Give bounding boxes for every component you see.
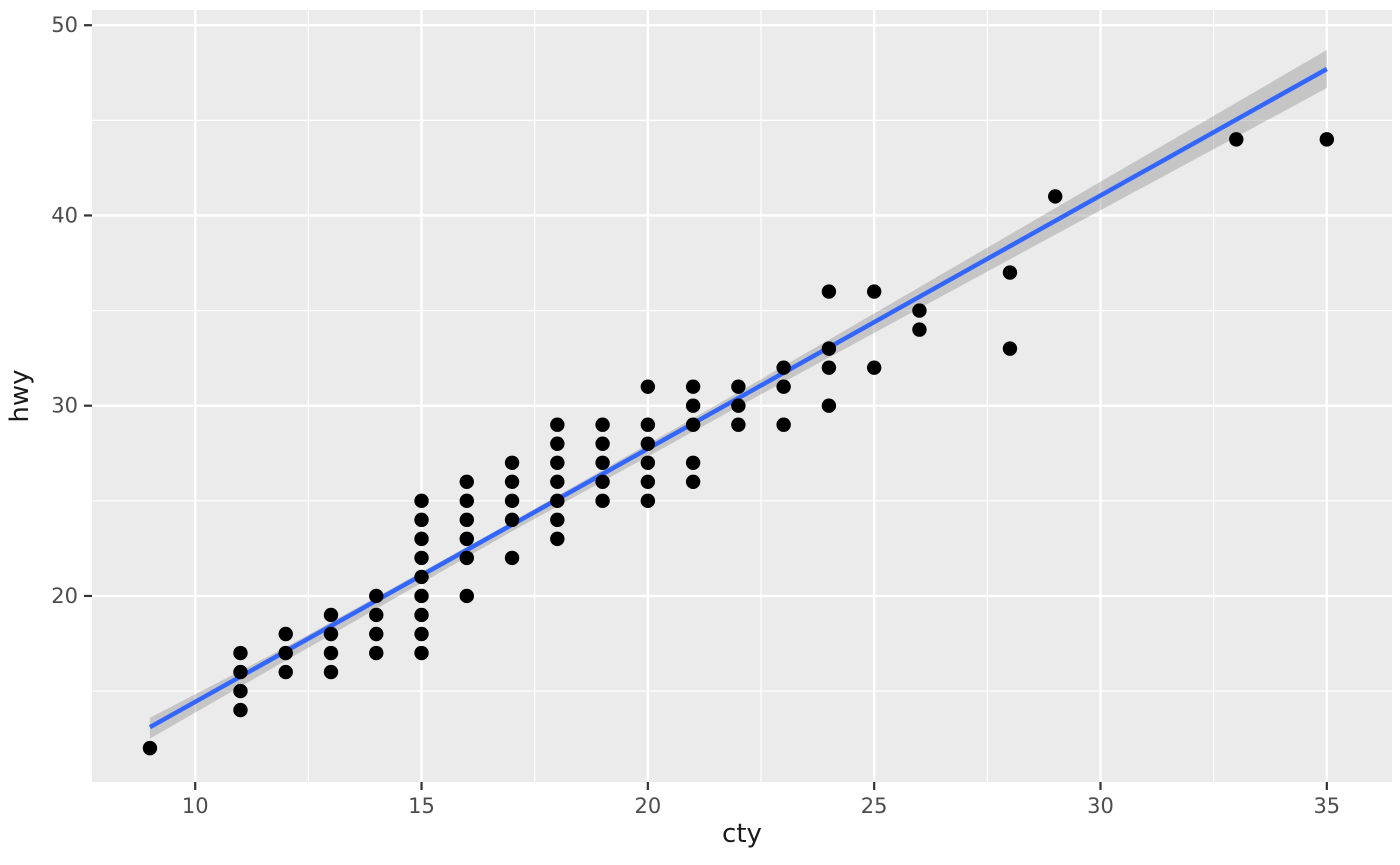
data-point [685, 417, 701, 432]
data-point [278, 626, 293, 642]
data-point [323, 626, 339, 642]
data-point [459, 474, 474, 489]
data-point [1319, 132, 1335, 147]
data-point [459, 493, 474, 509]
data-point [278, 645, 293, 661]
data-point [142, 740, 158, 756]
data-point [821, 341, 837, 356]
x-tick-label: 20 [634, 794, 661, 818]
data-point [1002, 265, 1018, 280]
data-point [459, 588, 474, 604]
data-point [504, 455, 520, 470]
y-axis-title: hwy [5, 369, 35, 423]
data-point [233, 645, 248, 661]
y-tick-label: 50 [51, 13, 78, 37]
data-point [550, 531, 565, 547]
data-point [685, 474, 701, 489]
data-point [595, 455, 610, 470]
data-point [821, 398, 837, 413]
data-point [550, 512, 565, 528]
y-tick-label: 40 [51, 203, 78, 227]
data-point [1002, 341, 1018, 356]
data-point [550, 436, 565, 451]
x-tick-label: 35 [1313, 794, 1340, 818]
data-point [414, 531, 429, 547]
data-point [504, 550, 520, 566]
data-point [595, 417, 610, 432]
y-tick-label: 20 [51, 584, 78, 608]
data-point [550, 474, 565, 489]
data-point [776, 360, 791, 375]
data-point [504, 512, 520, 528]
data-point [912, 303, 927, 318]
data-point [459, 512, 474, 528]
data-point [640, 417, 656, 432]
data-point [1229, 132, 1244, 147]
data-point [640, 455, 656, 470]
data-point [414, 550, 429, 566]
data-point [821, 360, 837, 375]
data-point [685, 455, 701, 470]
data-point [595, 493, 610, 509]
data-point [866, 284, 882, 299]
data-point [504, 474, 520, 489]
data-point [1048, 189, 1063, 204]
data-point [731, 417, 746, 432]
data-point [369, 626, 384, 642]
data-point [912, 322, 927, 337]
data-point [685, 379, 701, 394]
data-point [278, 664, 293, 680]
data-point [323, 645, 339, 661]
data-point [731, 379, 746, 394]
data-point [776, 417, 791, 432]
y-tick-label: 30 [51, 394, 78, 418]
data-point [821, 284, 837, 299]
data-point [685, 398, 701, 413]
data-point [414, 607, 429, 623]
data-point [414, 493, 429, 509]
data-point [640, 474, 656, 489]
data-point [550, 455, 565, 470]
data-point [776, 379, 791, 394]
data-point [459, 531, 474, 547]
data-point [369, 645, 384, 661]
data-point [504, 493, 520, 509]
data-point [414, 645, 429, 661]
data-point [459, 550, 474, 566]
x-tick-label: 15 [408, 794, 435, 818]
data-point [595, 474, 610, 489]
data-point [550, 417, 565, 432]
data-point [323, 664, 339, 680]
data-point [866, 360, 882, 375]
regression-line [148, 67, 1328, 730]
data-point [233, 683, 248, 699]
confidence-band [149, 49, 1327, 739]
data-point [731, 398, 746, 413]
x-tick-label: 25 [861, 794, 888, 818]
x-tick-label: 10 [182, 794, 209, 818]
data-point [640, 493, 656, 509]
data-point [414, 512, 429, 528]
data-point [233, 702, 248, 718]
data-point [414, 626, 429, 642]
data-point [595, 436, 610, 451]
data-point [323, 607, 339, 623]
data-point [550, 493, 565, 509]
data-point [414, 588, 429, 604]
x-tick-label: 30 [1087, 794, 1114, 818]
data-point [369, 588, 384, 604]
data-point [640, 436, 656, 451]
x-axis-title: cty [722, 819, 762, 849]
data-point [414, 569, 429, 585]
data-point [369, 607, 384, 623]
data-point [640, 379, 656, 394]
data-point [233, 664, 248, 680]
